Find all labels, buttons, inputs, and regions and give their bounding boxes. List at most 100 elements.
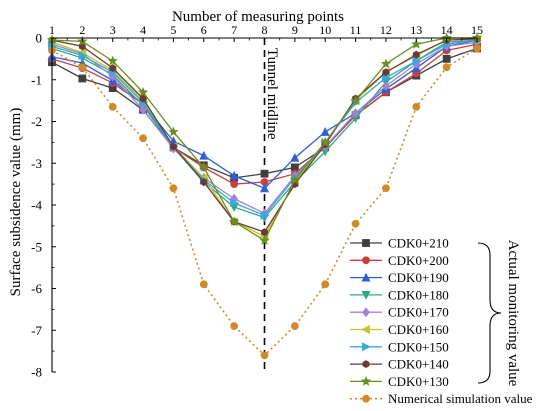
data-point-Numerical simulation value-6 [199, 280, 208, 289]
x-tick-label-7: 7 [231, 23, 237, 37]
data-point-CDK0+170-11 [351, 108, 360, 119]
legend-item-CDK0+170: CDK0+170 [350, 305, 449, 320]
legend-marker-Numerical simulation value [362, 394, 370, 403]
y-tick-label--7: -7 [31, 323, 42, 338]
legend-bracket-label: Actual monitoring value [505, 240, 521, 387]
legend-item-CDK0+160: CDK0+160 [350, 322, 449, 337]
data-point-Numerical simulation value-2 [78, 63, 87, 72]
data-point-CDK0+170-4 [139, 104, 148, 115]
y-axis-title: Surface subsidence value (mm) [8, 108, 24, 297]
plot-layer [46, 32, 483, 372]
data-point-CDK0+140-3 [109, 64, 117, 73]
legend-bracket [477, 242, 502, 384]
data-point-CDK0+130-12 [380, 58, 392, 69]
data-point-Numerical simulation value-15 [473, 44, 481, 53]
x-axis-title: Number of measuring points [172, 9, 344, 25]
data-point-CDK0+140-13 [412, 50, 420, 59]
legend-marker-CDK0+130 [360, 376, 372, 386]
x-tick-label-11: 11 [350, 23, 362, 37]
data-point-CDK0+190-9 [290, 152, 300, 162]
data-point-CDK0+140-12 [382, 68, 390, 77]
data-point-Numerical simulation value-12 [382, 184, 390, 193]
data-point-CDK0+130-11 [350, 95, 361, 105]
legend-marker-CDK0+170 [362, 307, 370, 318]
x-tick-label-9: 9 [292, 23, 298, 37]
legend: CDK0+210 CDK0+200 CDK0+190 CDK0+180 CDK0+170… [350, 236, 533, 406]
y-tick-label--8: -8 [31, 365, 42, 380]
data-point-CDK0+150-2 [78, 51, 88, 61]
y-tick-label-0: 0 [36, 31, 43, 46]
data-point-Numerical simulation value-9 [290, 322, 299, 330]
x-tick-label-13: 13 [410, 23, 422, 37]
y-tick-label--6: -6 [31, 281, 42, 296]
data-point-CDK0+130-6 [198, 162, 209, 172]
legend-label-Numerical simulation value: Numerical simulation value [388, 391, 533, 406]
data-point-CDK0+210-8 [260, 169, 269, 178]
legend-label-CDK0+200: CDK0+200 [388, 253, 449, 268]
y-tick-label--4: -4 [31, 198, 42, 213]
data-point-CDK0+130-3 [107, 55, 118, 66]
x-tick-label-3: 3 [110, 23, 116, 37]
x-tick-label-1: 1 [49, 23, 55, 37]
legend-item-CDK0+190: CDK0+190 [350, 270, 449, 285]
series-Numerical simulation value [48, 44, 481, 360]
legend-item-CDK0+200: CDK0+200 [350, 253, 449, 268]
legend-label-CDK0+180: CDK0+180 [388, 287, 449, 302]
legend-label-CDK0+170: CDK0+170 [388, 305, 449, 320]
data-point-CDK0+130-7 [229, 216, 240, 227]
y-tick-label--3: -3 [31, 156, 42, 171]
data-point-CDK0+190-8 [260, 183, 269, 193]
data-point-Numerical simulation value-11 [351, 219, 360, 228]
legend-item-CDK0+130: CDK0+130 [350, 374, 449, 389]
y-tick-label--1: -1 [31, 72, 42, 87]
legend-item-CDK0+150: CDK0+150 [350, 339, 449, 354]
x-tick-label-14: 14 [441, 23, 453, 37]
y-tick-label--2: -2 [31, 114, 42, 129]
legend-label-CDK0+190: CDK0+190 [388, 270, 449, 285]
data-point-CDK0+140-6 [200, 178, 208, 186]
legend-marker-CDK0+190 [361, 272, 371, 282]
legend-label-CDK0+160: CDK0+160 [388, 322, 449, 337]
data-point-CDK0+140-8 [261, 228, 268, 237]
x-tick-label-10: 10 [319, 23, 331, 37]
data-point-CDK0+190-6 [199, 150, 209, 160]
data-point-CDK0+130-5 [168, 126, 179, 137]
data-point-Numerical simulation value-10 [321, 280, 330, 289]
data-point-CDK0+130-8 [259, 235, 270, 245]
x-tick-label-8: 8 [262, 23, 268, 37]
tunnel-midline-label: Tunnel midline [264, 48, 280, 140]
data-point-Numerical simulation value-5 [169, 184, 178, 193]
axes-layer: 1 2 3 4 5 6 7 8 9 10 11 12 13 14 150-1-2-3-4-5-6-7-8 [31, 23, 483, 380]
x-tick-label-2: 2 [79, 23, 85, 37]
data-point-CDK0+150-13 [412, 56, 422, 66]
data-point-CDK0+140-5 [170, 142, 177, 151]
data-point-Numerical simulation value-14 [442, 63, 451, 72]
legend-label-CDK0+130: CDK0+130 [388, 374, 449, 389]
legend-label-CDK0+140: CDK0+140 [388, 357, 449, 372]
legend-marker-CDK0+200 [362, 256, 370, 265]
x-tick-label-12: 12 [380, 23, 392, 37]
data-point-Numerical simulation value-4 [139, 134, 147, 143]
legend-item-CDK0+140: CDK0+140 [350, 357, 449, 372]
x-tick-label-5: 5 [170, 23, 176, 37]
legend-marker-CDK0+160 [361, 325, 370, 334]
data-point-CDK0+210-14 [442, 54, 451, 63]
data-point-CDK0+130-13 [411, 38, 422, 49]
data-point-Numerical simulation value-3 [108, 102, 117, 111]
legend-item-Numerical simulation value: Numerical simulation value [350, 391, 533, 406]
x-tick-label-15: 15 [471, 23, 483, 37]
legend-item-CDK0+210: CDK0+210 [350, 236, 449, 251]
legend-marker-CDK0+180 [361, 290, 371, 300]
data-point-CDK0+130-9 [289, 174, 300, 185]
data-point-CDK0+190-10 [320, 127, 330, 136]
legend-item-CDK0+180: CDK0+180 [350, 287, 449, 302]
data-point-CDK0+130-4 [137, 86, 149, 97]
legend-marker-CDK0+140 [362, 360, 370, 369]
data-point-Numerical simulation value-13 [412, 102, 421, 111]
data-point-Numerical simulation value-8 [260, 351, 269, 360]
data-point-CDK0+130-10 [320, 136, 331, 147]
data-point-CDK0+170-12 [381, 81, 390, 91]
data-point-CDK0+200-7 [230, 180, 239, 189]
data-point-Numerical simulation value-7 [230, 322, 239, 330]
